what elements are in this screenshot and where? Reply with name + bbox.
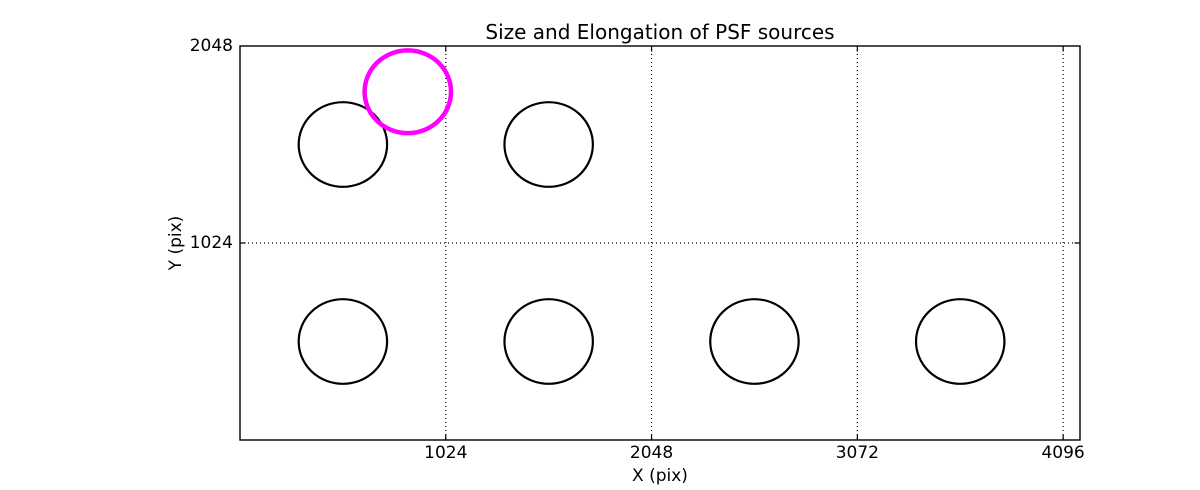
x-tick-label: 4096: [1041, 443, 1085, 463]
psf-sources-circle: [709, 298, 800, 385]
y-tick-label: 2048: [189, 35, 233, 56]
flagged-source-circle: [362, 48, 454, 136]
x-tick-label: 3072: [835, 443, 879, 463]
psf-sources-circle: [503, 298, 594, 385]
x-tick-label: 2048: [629, 443, 674, 463]
chart-title: Size and Elongation of PSF sources: [485, 20, 835, 44]
x-axis-label: X (pix): [632, 466, 688, 486]
y-tick-label: 1024: [189, 232, 233, 253]
psf-sources-circle: [503, 101, 594, 188]
x-tick-label: 1024: [424, 443, 468, 463]
psf-sources-circle: [914, 298, 1006, 385]
psf-sources-circle: [297, 101, 389, 188]
psf-sources-circle: [297, 298, 389, 385]
